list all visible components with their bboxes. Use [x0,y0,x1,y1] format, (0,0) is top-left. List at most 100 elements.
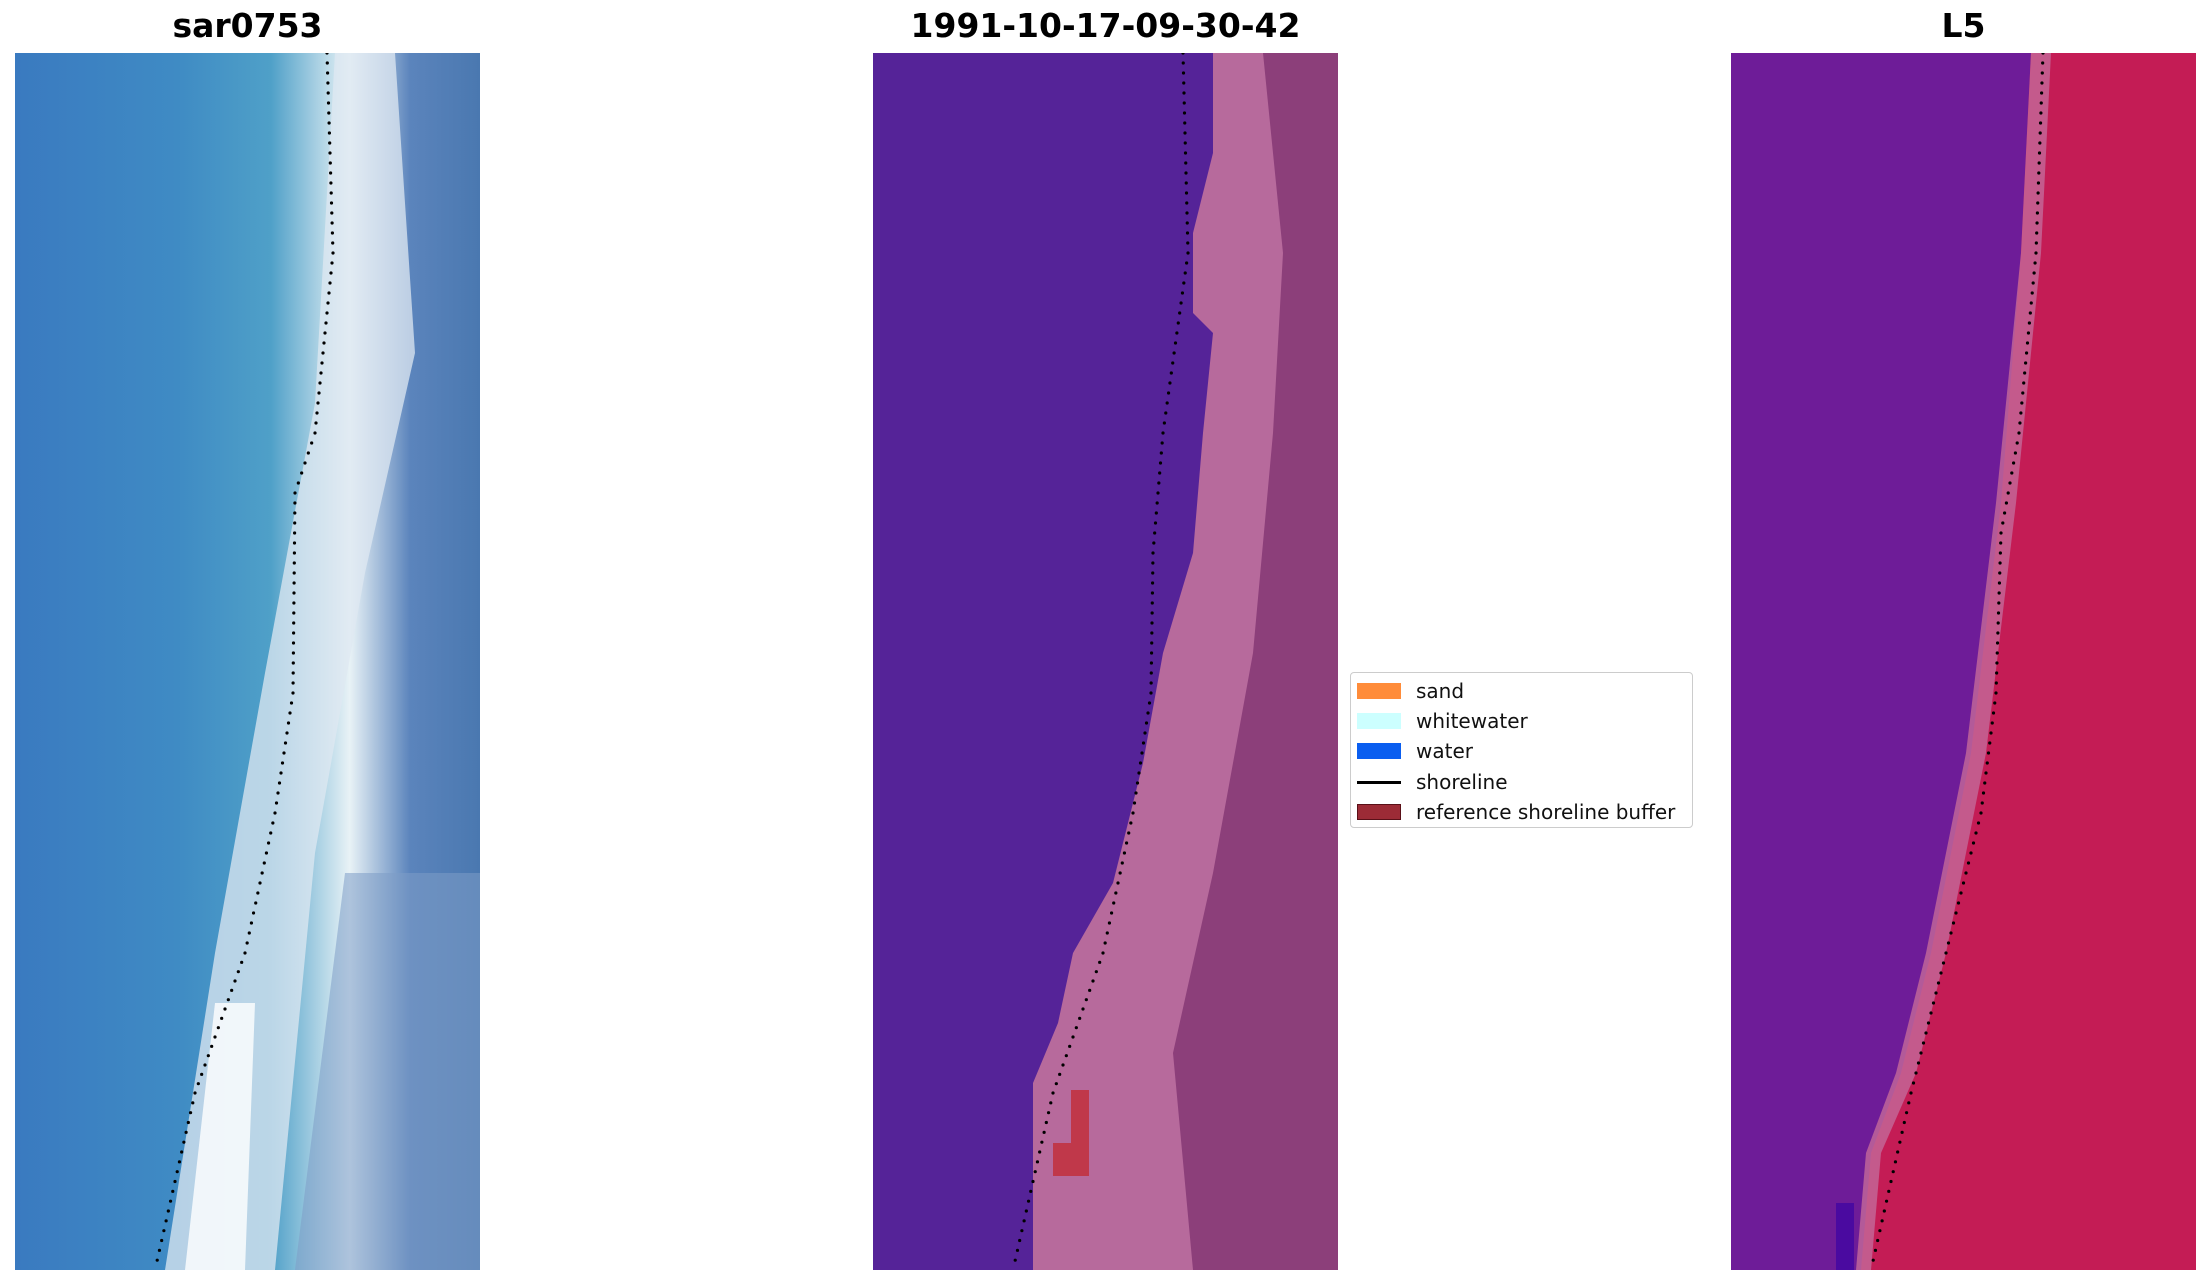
shoreline-dot [1150,631,1154,635]
shoreline-dot [329,201,334,205]
shoreline-dot [292,601,296,605]
shoreline-dot [1179,301,1183,305]
shoreline-dot [155,1258,159,1262]
shoreline-dot [2040,71,2044,75]
shoreline-dot [1991,711,1996,715]
shoreline-dot [323,331,327,335]
shoreline-dot [2010,471,2014,475]
shoreline-dot [1018,1238,1022,1243]
shoreline-dot [1916,1061,1921,1065]
shoreline-dot [226,998,230,1002]
shoreline-dot [260,871,264,875]
shoreline-dot [1044,1120,1048,1125]
shoreline-dot [1091,979,1095,983]
shoreline-dot [2038,131,2042,135]
shoreline-dot [1180,291,1185,295]
shoreline-dot [292,561,296,565]
shoreline-dot [293,531,297,535]
shoreline-dot [2041,61,2045,65]
shoreline-dot [1185,201,1189,205]
shoreline-dot [1961,881,1966,885]
shoreline-dot [1088,988,1092,992]
shoreline-dot [1990,721,1994,725]
shoreline-dot [1185,221,1189,225]
shoreline-dot [1134,791,1138,795]
shoreline-dot [2037,161,2041,165]
shoreline-dot [328,151,332,155]
shoreline-dot [1124,841,1129,845]
shoreline-dot [249,921,254,925]
shoreline-dot [1900,1130,1904,1134]
shoreline-dot [175,1170,179,1174]
shoreline-dot [240,960,244,964]
shoreline-dot [1183,131,1187,135]
shoreline-dot [2031,281,2035,285]
shoreline-dot [1871,1258,1875,1262]
shoreline-dot [325,311,329,315]
shoreline-dot [1058,1072,1062,1076]
shoreline-dots [1013,53,1190,1262]
shoreline-dot [1898,1140,1902,1144]
shoreline-dot [216,1026,220,1030]
shoreline-dot [1158,461,1163,465]
shoreline-dot [1149,671,1153,675]
shoreline-dot [1112,901,1116,905]
shoreline-dot [1939,971,1943,975]
shoreline-dot [292,571,296,575]
shoreline-dot [324,321,328,325]
shoreline-dot [1889,1179,1893,1184]
shoreline-dot [288,711,292,715]
shoreline-dot [236,970,240,974]
shoreline-dot [1135,781,1140,785]
panel-title-rgb: sar0753 [172,6,323,45]
shoreline-dot [180,1150,184,1154]
shoreline-dot [300,471,304,475]
shoreline-dot [1976,821,1981,825]
shoreline-dot [269,831,273,835]
shoreline-dot [283,741,288,745]
shoreline-dot [282,751,286,755]
shoreline-dot [262,861,266,865]
shoreline-dot [1120,861,1124,865]
shoreline-dot [1033,1170,1037,1174]
shoreline-dot [2024,361,2028,365]
shoreline-dot [1157,481,1161,485]
shoreline-dot [1178,311,1182,315]
shoreline-dot [2036,191,2040,195]
shoreline-dot [1094,970,1098,974]
shoreline-dot [1996,631,2000,635]
shoreline-dot [1084,998,1088,1002]
shoreline-dot [1182,111,1187,115]
shoreline-dot [292,581,296,585]
shoreline-dot [327,111,331,115]
shoreline-dot [2038,141,2042,145]
shoreline-dot [279,771,283,775]
shoreline-dot [1013,1258,1017,1262]
shoreline-dot [1168,381,1172,385]
shoreline-dot [2035,221,2039,225]
legend-item-water: water [1357,738,1473,764]
shoreline-dot [1981,791,1986,795]
shoreline-dot [1166,391,1171,395]
legend-item-shoreline: shoreline [1357,769,1508,795]
shoreline-dot [1165,401,1169,405]
shoreline-dot [1954,911,1958,915]
shoreline-dot [1182,281,1186,285]
shoreline-dot [1902,1120,1906,1125]
shoreline-dot [1144,721,1149,725]
shoreline-dot [1015,1248,1020,1252]
shoreline-dot [1880,1219,1884,1223]
shoreline-dot [1934,991,1938,995]
shoreline-dot [264,851,269,855]
shoreline-dot [330,261,334,265]
shoreline-dot [326,71,330,75]
shoreline-dot [1924,1031,1928,1035]
shoreline-dot [1114,891,1118,895]
shoreline-dot [1161,431,1165,435]
shoreline-dot [1876,1238,1880,1243]
shoreline-dot [1038,1150,1042,1154]
shoreline-dot [1101,951,1105,955]
shoreline-dot [1150,621,1154,625]
shoreline-dot [1182,101,1186,105]
sand-swatch [1357,683,1401,699]
